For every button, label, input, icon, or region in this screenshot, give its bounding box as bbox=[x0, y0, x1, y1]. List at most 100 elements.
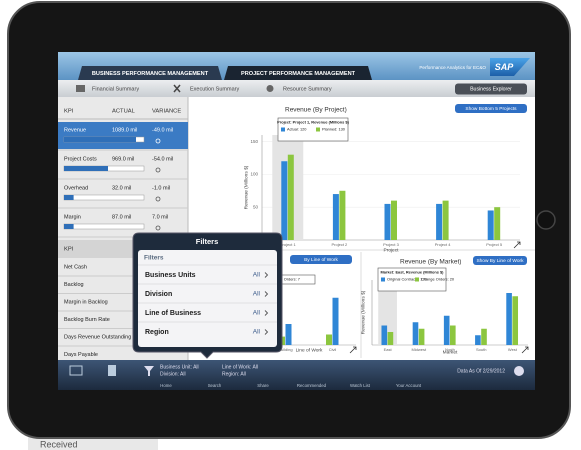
toolbar-text: Line of Work: All bbox=[222, 364, 258, 370]
selected-row[interactable] bbox=[58, 122, 188, 149]
kpi-cell: -54.0 mil bbox=[152, 156, 173, 162]
search-icon[interactable] bbox=[155, 138, 161, 144]
bar[interactable] bbox=[387, 332, 394, 345]
chart-title: Revenue (By Market) bbox=[400, 259, 461, 266]
tab-label[interactable]: Recommended bbox=[297, 383, 327, 388]
tooltip bbox=[377, 267, 447, 292]
search-icon[interactable] bbox=[155, 225, 161, 231]
expand-icon[interactable] bbox=[349, 346, 357, 354]
bar[interactable] bbox=[281, 161, 288, 240]
icon[interactable] bbox=[108, 365, 116, 376]
progress-fill bbox=[64, 137, 136, 142]
filter-value[interactable]: All bbox=[253, 291, 261, 298]
filter-value[interactable]: All bbox=[253, 272, 261, 279]
kpi-item[interactable]: Backlog Burn Rate bbox=[64, 317, 110, 323]
bar[interactable] bbox=[450, 325, 456, 346]
background-text: Received bbox=[40, 439, 78, 449]
bar[interactable] bbox=[339, 190, 346, 240]
tab-bar: Home Search Share Recommended Watch List Your… bbox=[160, 383, 422, 388]
bar[interactable] bbox=[332, 194, 339, 240]
tab-label: PROJECT PERFORMANCE MANAGEMENT bbox=[241, 71, 356, 77]
filter-label[interactable]: Business Units bbox=[145, 272, 196, 279]
kpi-cell: Margin bbox=[64, 214, 81, 220]
x-tick-label: Midwest bbox=[411, 347, 427, 352]
x-tick-label: North bbox=[445, 347, 455, 352]
icon bbox=[173, 84, 181, 93]
tab-label[interactable]: Watch List bbox=[350, 383, 371, 388]
bar[interactable] bbox=[287, 154, 294, 240]
icon[interactable] bbox=[69, 365, 83, 376]
bar[interactable] bbox=[494, 207, 501, 240]
bar[interactable] bbox=[436, 203, 443, 240]
expand-icon[interactable] bbox=[521, 346, 529, 354]
bar[interactable] bbox=[475, 335, 481, 345]
expand-icon[interactable] bbox=[513, 241, 521, 249]
kpi-item[interactable]: Days Revenue Outstanding bbox=[64, 334, 131, 340]
search-icon[interactable] bbox=[155, 196, 161, 202]
y-axis-label: Revenue (Millions $) bbox=[360, 290, 366, 334]
tooltip bbox=[277, 117, 349, 142]
home-button[interactable] bbox=[536, 210, 556, 230]
bar[interactable] bbox=[443, 315, 450, 345]
info-icon[interactable] bbox=[514, 366, 524, 376]
x-tick-label: Project 5 bbox=[486, 242, 503, 247]
bar[interactable] bbox=[481, 328, 487, 345]
progress-fill bbox=[64, 166, 108, 171]
subtab[interactable]: Financial Summary bbox=[92, 86, 139, 92]
x-axis-label: Market bbox=[443, 349, 458, 355]
legend-swatch bbox=[415, 277, 419, 282]
bar[interactable] bbox=[384, 203, 391, 240]
tooltip-item: Original Contracts: 120 bbox=[387, 277, 428, 282]
filter-label[interactable]: Line of Business bbox=[145, 310, 201, 317]
chart-button[interactable] bbox=[473, 256, 527, 265]
kpi-item[interactable]: Net Cash bbox=[64, 264, 87, 270]
filter-value[interactable]: All bbox=[253, 310, 261, 317]
chart-button[interactable] bbox=[455, 104, 527, 113]
bar[interactable] bbox=[326, 334, 332, 346]
kpi-item[interactable]: Margin in Backlog bbox=[64, 299, 108, 305]
app-title: Performance Analytics for EC&O bbox=[419, 65, 486, 70]
popover-title: Filters bbox=[196, 237, 219, 246]
tab-label[interactable]: Share bbox=[257, 383, 269, 388]
tab-active[interactable] bbox=[78, 66, 222, 80]
filter-value[interactable]: All bbox=[253, 329, 261, 336]
bar[interactable] bbox=[442, 200, 449, 240]
chevron bbox=[264, 272, 269, 278]
explorer-button[interactable] bbox=[455, 83, 527, 95]
kpi-item[interactable]: Backlog bbox=[64, 282, 84, 288]
subtab[interactable]: Resource Summary bbox=[283, 86, 332, 92]
bar[interactable] bbox=[332, 297, 339, 345]
list-header-label: KPI bbox=[64, 247, 74, 253]
kpi-item[interactable]: Days Payable bbox=[64, 352, 98, 358]
tab-label[interactable]: Your Account bbox=[396, 383, 422, 388]
x-axis-label: Project bbox=[384, 247, 400, 253]
bar[interactable] bbox=[506, 293, 512, 345]
progress-fill bbox=[64, 224, 74, 229]
kpi-cell: 1089.0 mil bbox=[112, 127, 137, 133]
section-label: Filters bbox=[144, 255, 164, 262]
y-axis-label: Revenue (Millions $) bbox=[243, 165, 249, 209]
subtab[interactable]: Execution Summary bbox=[190, 86, 239, 92]
column-header: VARIANCE bbox=[152, 109, 181, 115]
bar[interactable] bbox=[418, 328, 425, 345]
progress-track bbox=[63, 223, 145, 230]
bar[interactable] bbox=[285, 324, 292, 345]
kpi-cell: 32.0 mil bbox=[112, 185, 131, 191]
tooltip-items: Actual: 120 Planned: 130 bbox=[281, 127, 346, 132]
chart-button[interactable] bbox=[290, 255, 352, 264]
filter-label[interactable]: Region bbox=[145, 329, 169, 336]
bar[interactable] bbox=[381, 325, 388, 346]
filter-label[interactable]: Division bbox=[145, 291, 172, 298]
logo-text: SAP bbox=[495, 62, 515, 72]
search-icon[interactable] bbox=[155, 167, 161, 173]
bar[interactable] bbox=[412, 322, 419, 345]
tab-label[interactable]: Home bbox=[160, 383, 172, 388]
bar[interactable] bbox=[391, 200, 397, 240]
filter-icon[interactable] bbox=[144, 366, 154, 376]
tab-label[interactable]: Search bbox=[208, 383, 222, 388]
tab[interactable] bbox=[224, 66, 372, 80]
x-tick-label: Project 1 bbox=[280, 242, 297, 247]
bar[interactable] bbox=[487, 210, 494, 240]
bar[interactable] bbox=[512, 296, 519, 345]
